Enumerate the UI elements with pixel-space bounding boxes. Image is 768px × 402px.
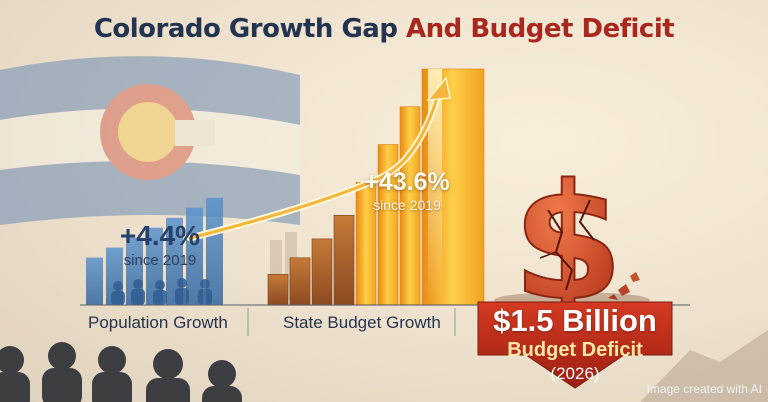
- people-silhouette-icon: [111, 278, 212, 305]
- population-bar: [86, 257, 103, 305]
- budget-value: +43.6%: [364, 168, 450, 196]
- budget-stat: +43.6% since 2019: [352, 168, 462, 214]
- growth-curve-glow: [188, 86, 442, 240]
- population-label: Population Growth: [88, 313, 228, 332]
- deficit-label: Budget Deficit: [507, 339, 643, 361]
- deficit-arrow: [477, 301, 673, 389]
- colorado-flag: [0, 56, 300, 225]
- budget-label: State Budget Growth: [283, 313, 441, 332]
- population-bar: [186, 207, 203, 305]
- upward-arrow-icon: [426, 76, 451, 101]
- deficit-amount: $1.5 Billion: [493, 303, 657, 338]
- deficit-callout: $1.5 Billion Budget Deficit (2026): [486, 305, 664, 384]
- mountains: [640, 330, 768, 402]
- population-bar: [206, 197, 223, 305]
- population-value: +4.4%: [119, 220, 201, 251]
- budget-bar: [267, 274, 289, 306]
- population-bars: [86, 197, 223, 305]
- budget-bar: [333, 215, 355, 306]
- crowd-silhouettes: [0, 342, 242, 402]
- budget-bar: [289, 257, 311, 306]
- population-since: since 2019: [123, 252, 197, 269]
- population-stat: +4.4% since 2019: [95, 220, 225, 270]
- page-title: Colorado Growth Gap And Budget Deficit: [0, 14, 768, 44]
- budget-bars: [267, 68, 485, 306]
- deficit-year: (2026): [550, 364, 600, 383]
- bar-highlight: [428, 69, 442, 305]
- title-part-2: And Budget Deficit: [406, 14, 675, 44]
- budget-since: since 2019: [373, 197, 441, 213]
- title-part-1: Colorado Growth Gap: [93, 14, 398, 44]
- budget-bar: [311, 238, 333, 306]
- ai-credit: Image created with AI: [646, 382, 762, 396]
